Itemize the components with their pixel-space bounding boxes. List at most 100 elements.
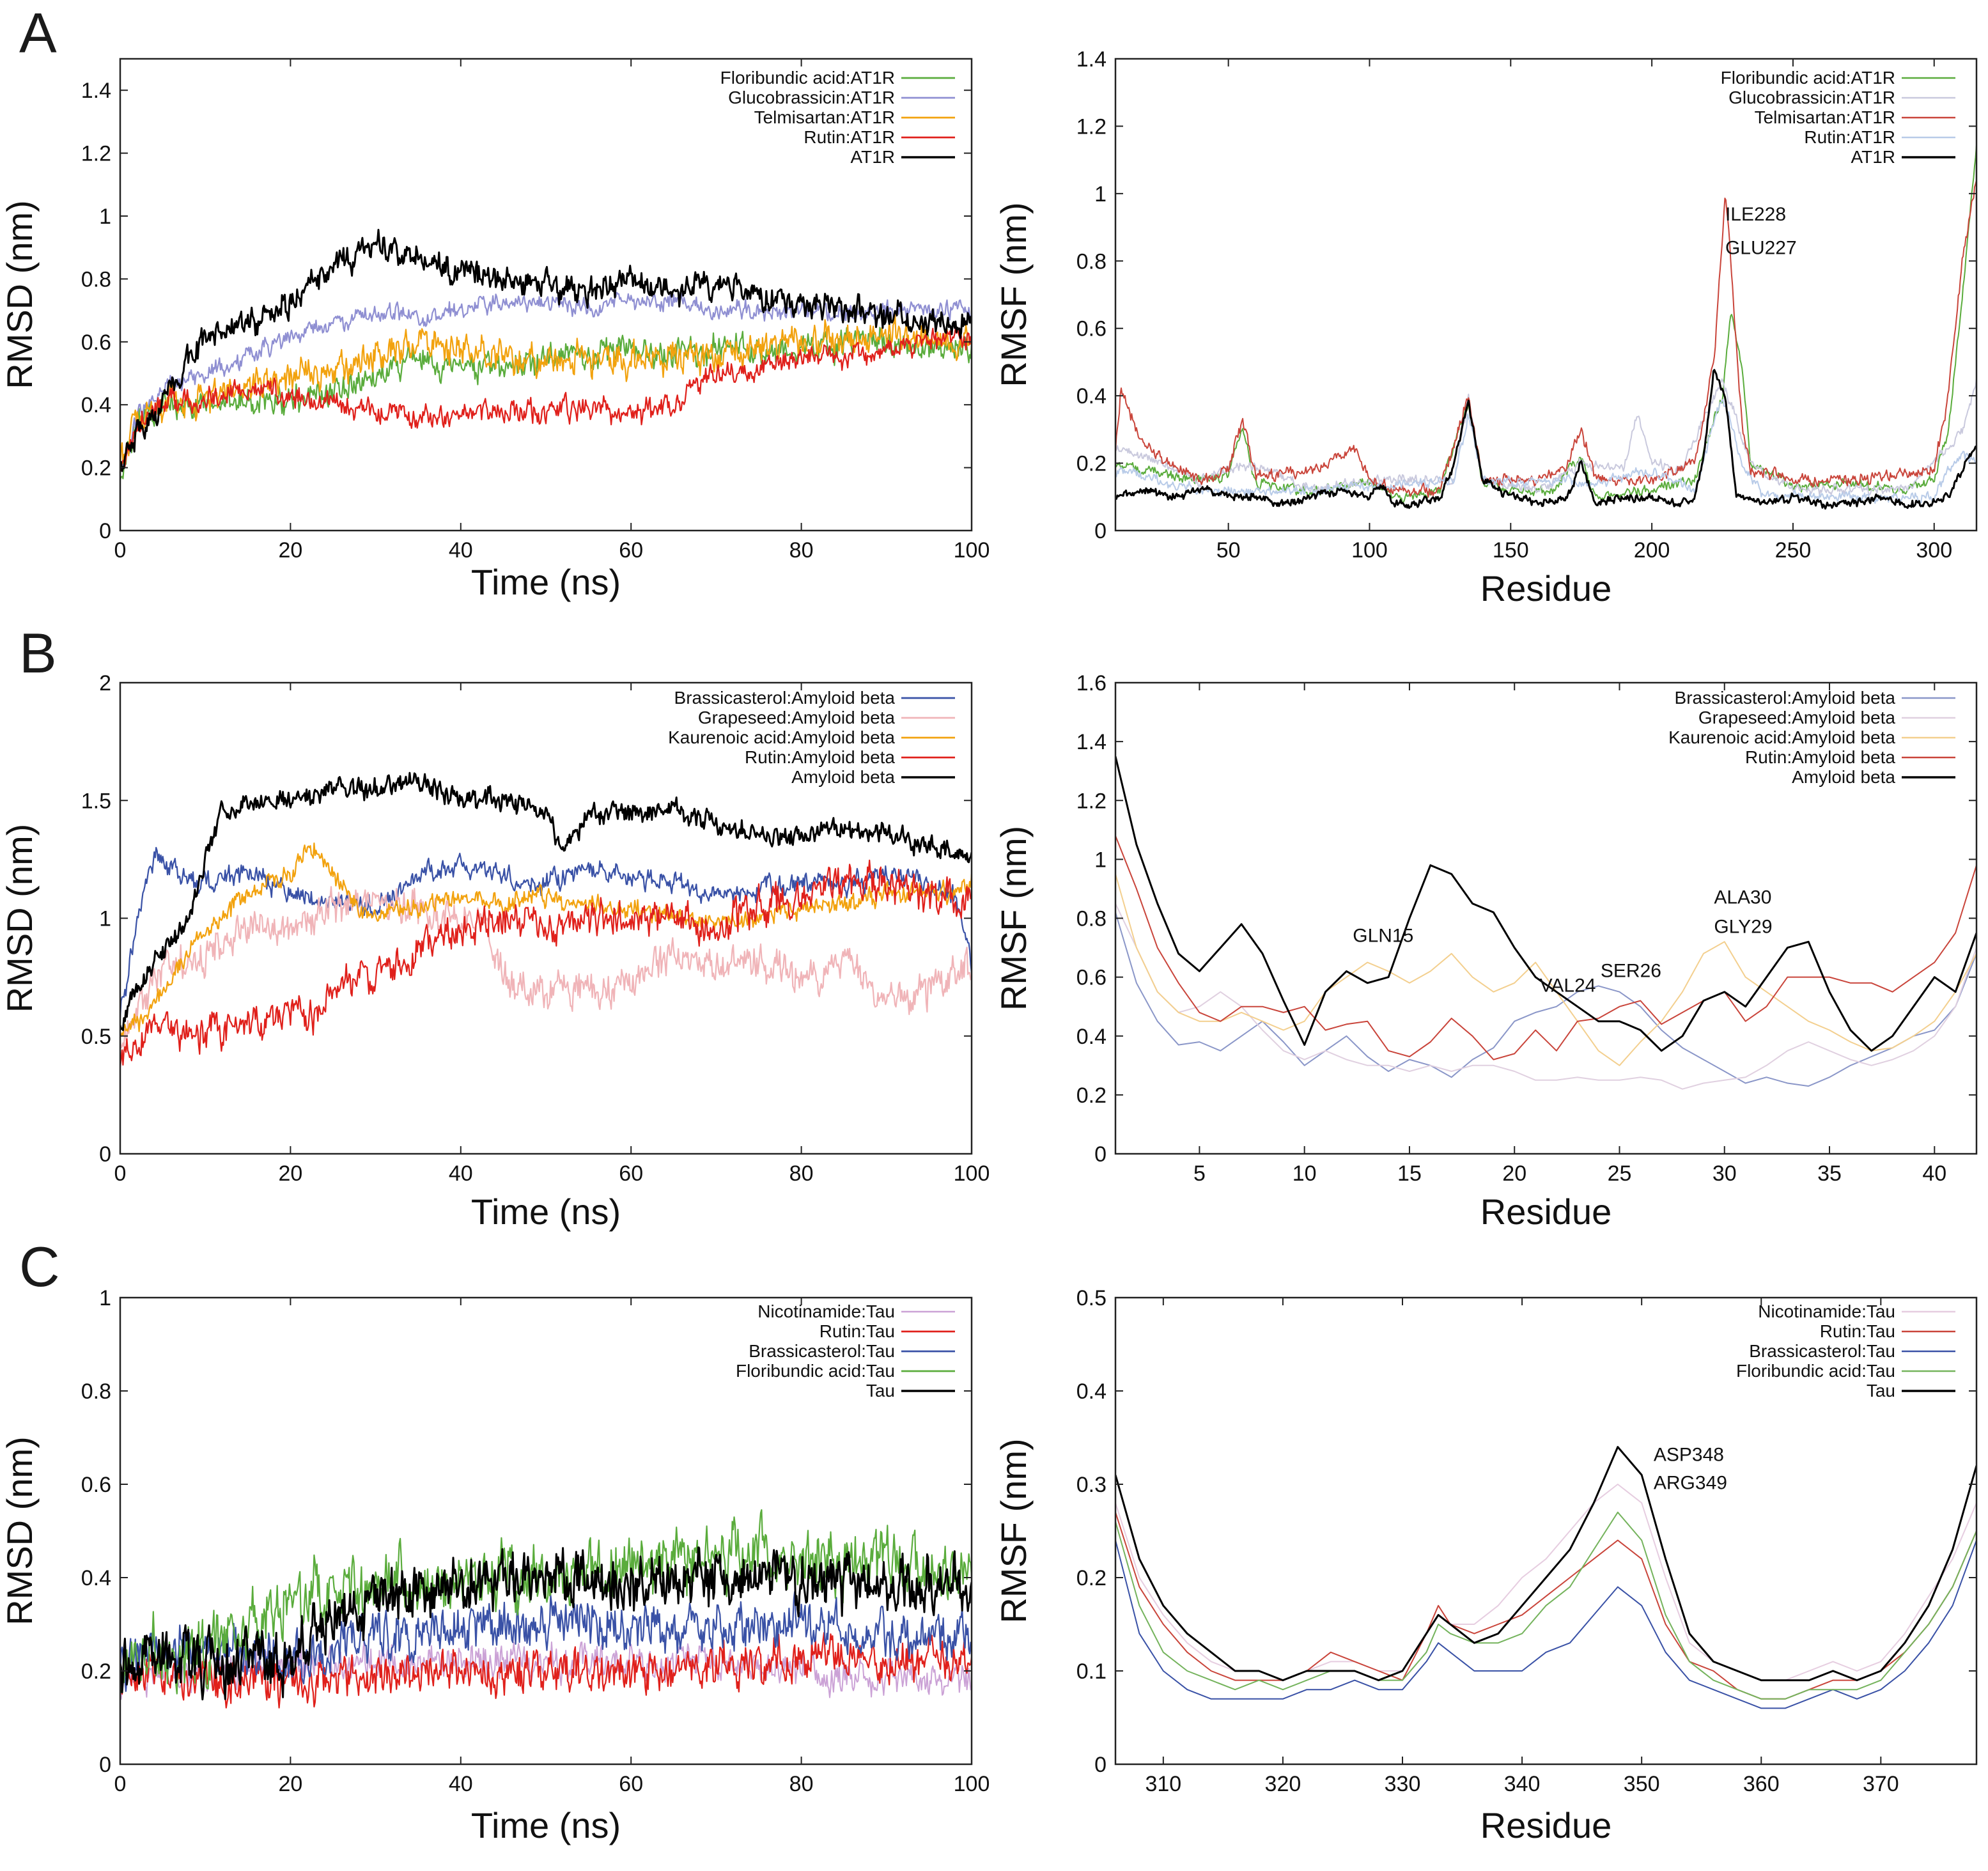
- series-line-amyloid-beta: [1115, 756, 1976, 1052]
- x-tick-label: 40: [1922, 1161, 1946, 1186]
- residue-annotation: VAL24: [1540, 975, 1596, 997]
- panel-letter-c: C: [19, 1235, 60, 1298]
- x-tick-label: 60: [619, 1161, 643, 1186]
- series-line-floribundic-acid-tau: [1115, 1511, 1976, 1700]
- series-line-at1r: [1115, 369, 1976, 510]
- series-line-rutin-amyloid-beta: [1115, 835, 1976, 1060]
- series-line-rutin-tau: [120, 1632, 972, 1709]
- y-tick-label: 0.6: [1076, 966, 1107, 990]
- y-tick-label: 1.2: [1076, 114, 1107, 139]
- x-tick-label: 25: [1608, 1161, 1632, 1186]
- legend-label: Rutin:Tau: [819, 1321, 895, 1341]
- legend-label: Amyloid beta: [1792, 767, 1895, 787]
- panel-letter-a: A: [19, 1, 57, 65]
- x-tick-label: 80: [789, 1161, 814, 1186]
- y-tick-label: 2: [99, 671, 111, 695]
- y-tick-label: 0: [1094, 1142, 1107, 1167]
- y-tick-label: 0.2: [1076, 1566, 1107, 1590]
- chart-C-rmsd: 0 20 40 60 80 100 0 0.2 0.4 0.6 0.8 1 Time (ns) RMSD …: [0, 1286, 990, 1845]
- x-axis-label: Residue: [1480, 1805, 1611, 1845]
- x-tick-label: 15: [1397, 1161, 1422, 1186]
- y-tick-label: 0: [99, 1142, 111, 1167]
- y-tick-label: 1.4: [1076, 47, 1107, 72]
- x-axis-label: Residue: [1480, 568, 1611, 609]
- x-tick-label: 330: [1385, 1772, 1421, 1796]
- y-tick-label: 0: [99, 1753, 111, 1777]
- y-tick-label: 0.6: [81, 330, 111, 355]
- legend-label: Floribundic acid:Tau: [736, 1361, 895, 1381]
- x-tick-label: 300: [1916, 538, 1952, 563]
- legend: Floribundic acid:AT1RGlucobrassicin:AT1R…: [720, 68, 955, 167]
- series-line-telmisartan-at1r: [120, 313, 972, 467]
- y-tick-label: 0.8: [1076, 907, 1107, 931]
- series-line-amyloid-beta: [120, 772, 972, 1032]
- x-axis-label: Time (ns): [471, 1192, 621, 1232]
- chart-A-rmsf: 50 100 150 200 250 300 0 0.2 0.4 0.6 0.8 1 1.2 1.4 Res…: [993, 47, 1978, 609]
- y-tick-label: 0.5: [81, 1025, 111, 1049]
- series-line-brassicasterol-amyloid-beta: [1115, 912, 1976, 1087]
- x-tick-label: 30: [1712, 1161, 1737, 1186]
- chart-C-rmsf: 310 320 330 340 350 360 370 0 0.1 0.2 0.3 0.4 0.5 Res…: [993, 1286, 1978, 1845]
- y-tick-label: 0.6: [81, 1473, 111, 1497]
- x-axis-label: Time (ns): [471, 562, 621, 602]
- y-tick-label: 0.2: [1076, 1083, 1107, 1108]
- y-tick-label: 1.6: [1076, 671, 1107, 695]
- legend-label: Amyloid beta: [791, 767, 895, 787]
- series-group: [1115, 1446, 1976, 1709]
- legend-label: Rutin:AT1R: [1804, 127, 1895, 147]
- y-tick-label: 1: [99, 205, 111, 229]
- series-group: [1115, 756, 1976, 1090]
- series-line-kaurenoic-acid-amyloid-beta: [120, 842, 972, 1036]
- legend-label: Nicotinamide:Tau: [1758, 1301, 1895, 1321]
- y-tick-label: 0.2: [1076, 452, 1107, 476]
- y-tick-label: 1: [99, 1286, 111, 1310]
- y-tick-label: 0.4: [81, 1566, 111, 1590]
- legend-label: Floribundic acid:Tau: [1736, 1361, 1895, 1381]
- x-tick-label: 40: [449, 1161, 473, 1186]
- residue-annotation: ASP348: [1654, 1445, 1724, 1466]
- x-tick-label: 320: [1265, 1772, 1301, 1796]
- y-tick-label: 0: [1094, 1753, 1107, 1777]
- x-tick-label: 20: [278, 538, 302, 563]
- residue-annotation: ARG349: [1654, 1472, 1727, 1493]
- legend-label: Telmisartan:AT1R: [754, 107, 895, 127]
- x-tick-label: 60: [619, 538, 643, 563]
- plot-frame: [1114, 1296, 1978, 1766]
- y-axis-label: RMSD (nm): [0, 824, 40, 1013]
- series-line-grapeseed-amyloid-beta: [1115, 903, 1976, 1090]
- series-line-grapeseed-amyloid-beta: [120, 886, 972, 1049]
- x-axis-label: Time (ns): [471, 1805, 621, 1845]
- legend-label: Rutin:Amyloid beta: [745, 747, 895, 767]
- chart-A-rmsd: 0 20 40 60 80 100 0 0.2 0.4 0.6 0.8 1 1.2 1.4 Time (ns…: [0, 58, 990, 602]
- x-tick-label: 250: [1775, 538, 1812, 563]
- residue-annotation: GLN15: [1353, 925, 1413, 946]
- legend-label: Grapeseed:Amyloid beta: [1698, 708, 1896, 727]
- x-tick-label: 340: [1504, 1772, 1541, 1796]
- legend: Nicotinamide:TauRutin:TauBrassicasterol:…: [736, 1301, 955, 1401]
- residue-annotation: SER26: [1601, 961, 1661, 982]
- x-tick-label: 80: [789, 1772, 814, 1796]
- legend-label: AT1R: [851, 147, 896, 167]
- y-tick-label: 0.6: [1076, 317, 1107, 341]
- legend-label: AT1R: [1851, 147, 1896, 167]
- series-line-nicotinamide-tau: [1115, 1484, 1976, 1681]
- x-tick-label: 50: [1216, 538, 1241, 563]
- x-tick-label: 0: [114, 538, 127, 563]
- series-line-kaurenoic-acid-amyloid-beta: [1115, 874, 1976, 1066]
- y-tick-label: 0: [1094, 519, 1107, 543]
- x-tick-label: 20: [278, 1772, 302, 1796]
- y-tick-label: 0.4: [1076, 1379, 1107, 1404]
- y-tick-label: 1.4: [81, 79, 111, 103]
- y-tick-label: 0.8: [81, 267, 111, 291]
- chart-B-rmsf: 5 10 15 20 25 30 35 40 0 0.2 0.4 0.6 0.8 1 1.2 1.4 1.6 Re…: [993, 671, 1978, 1232]
- y-tick-label: 1.2: [1076, 789, 1107, 813]
- residue-annotation: ALA30: [1714, 887, 1771, 908]
- series-line-brassicasterol-tau: [1115, 1540, 1976, 1709]
- y-tick-label: 0.8: [1076, 249, 1107, 274]
- series-line-glucobrassicin-at1r: [120, 291, 972, 468]
- x-tick-label: 60: [619, 1772, 643, 1796]
- y-tick-label: 0.5: [1076, 1286, 1107, 1310]
- legend-label: Brassicasterol:Tau: [1749, 1341, 1895, 1361]
